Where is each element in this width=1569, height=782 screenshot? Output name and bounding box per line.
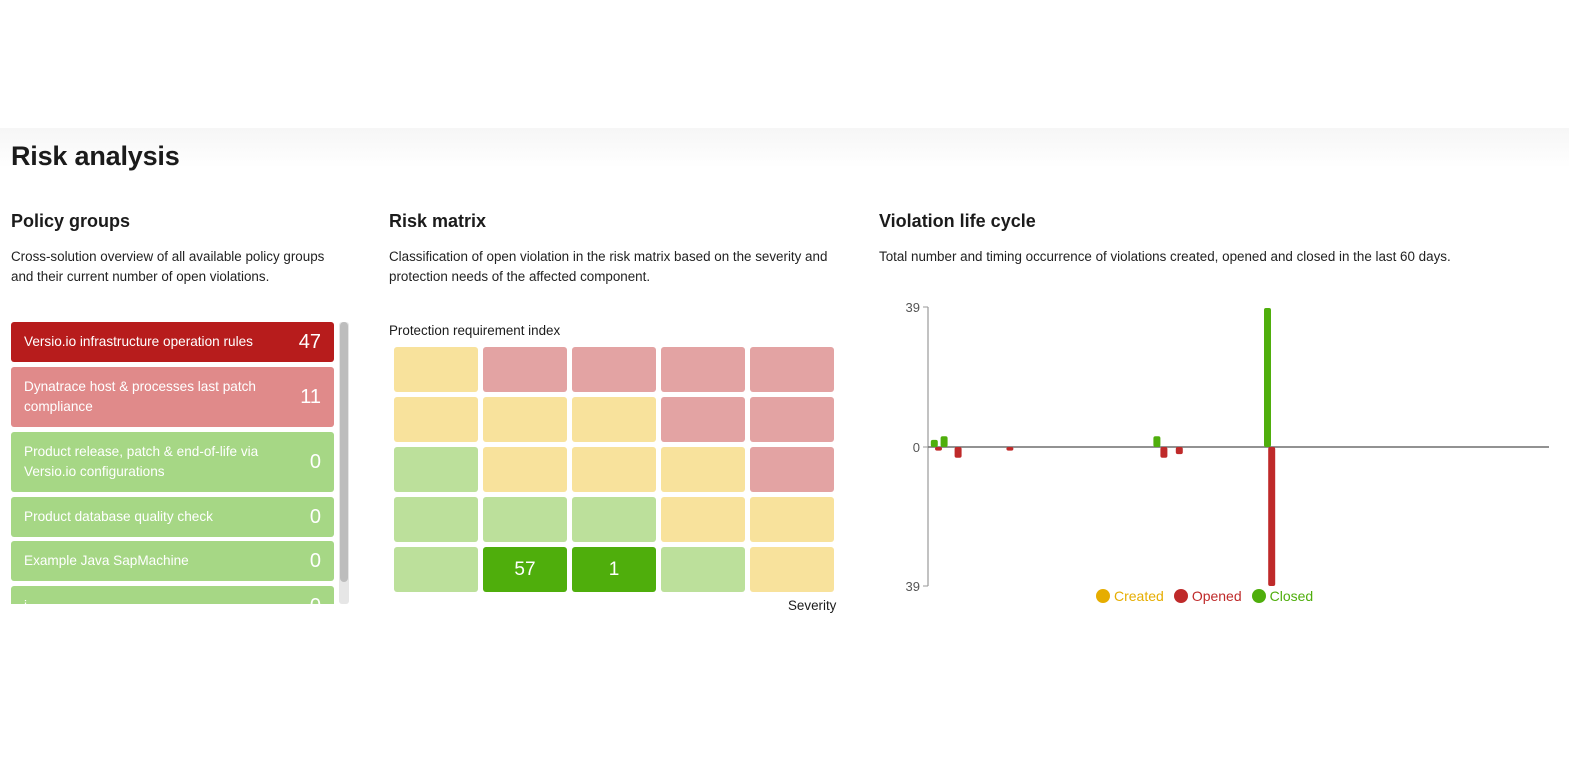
matrix-x-axis-label: Severity	[788, 598, 837, 613]
policy-group-label: Product release, patch & end-of-life via…	[24, 444, 259, 479]
risk-matrix-cell-count: 1	[608, 558, 620, 580]
policy-group-count: 0	[310, 596, 321, 604]
policy-group-item[interactable]: i... 0	[11, 586, 334, 604]
policy-group-item[interactable]: Product database quality check 0	[11, 497, 334, 537]
legend-item-opened[interactable]: Opened	[1173, 588, 1242, 604]
risk-matrix-cell	[394, 397, 478, 442]
risk-matrix-cell	[394, 447, 478, 492]
policy-group-item[interactable]: Versio.io infrastructure operation rules…	[11, 322, 334, 362]
risk-matrix-cell[interactable]: 57	[483, 547, 567, 592]
risk-matrix-cell	[394, 547, 478, 592]
matrix-y-axis-label: Protection requirement index	[389, 323, 561, 338]
policy-groups-title: Policy groups	[11, 211, 131, 231]
risk-matrix-cell	[661, 447, 745, 492]
policy-groups-description: Cross-solution overview of all available…	[11, 249, 325, 284]
policy-group-count: 0	[309, 550, 321, 572]
policy-list-scrollbar[interactable]	[339, 322, 349, 604]
risk-matrix-cell	[483, 397, 567, 442]
risk-matrix-cell	[483, 347, 567, 392]
policy-group-item[interactable]: Dynatrace host & processes last patch co…	[11, 367, 334, 427]
risk-matrix-cell	[661, 347, 745, 392]
risk-matrix-cell	[572, 497, 656, 542]
risk-matrix-cell	[394, 347, 478, 392]
risk-matrix-cell	[572, 397, 656, 442]
policy-group-item[interactable]: Example Java SapMachine 0	[11, 541, 334, 581]
risk-matrix-cell	[572, 447, 656, 492]
scrollbar-thumb[interactable]	[340, 322, 348, 582]
page-title: Risk analysis	[11, 141, 180, 171]
header-blank-area	[0, 0, 1569, 128]
policy-group-list: Versio.io infrastructure operation rules…	[11, 322, 334, 604]
risk-matrix-cell	[394, 497, 478, 542]
violation-lifecycle-description: Total number and timing occurrence of vi…	[879, 249, 1451, 264]
violation-lifecycle-title: Violation life cycle	[879, 211, 1036, 231]
risk-matrix-cell	[750, 347, 834, 392]
legend-dot-icon	[1251, 589, 1266, 603]
risk-matrix-cell	[750, 397, 834, 442]
policy-group-label: Dynatrace host & processes last patch co…	[24, 379, 256, 414]
chart-legend: Created Opened Closed	[1096, 588, 1313, 604]
risk-matrix-cell	[483, 497, 567, 542]
risk-matrix-cell	[661, 497, 745, 542]
legend-item-created[interactable]: Created	[1096, 588, 1164, 604]
risk-matrix-description: Classification of open violation in the …	[389, 249, 828, 284]
risk-matrix-cell	[750, 547, 834, 592]
policy-group-label: Product database quality check	[24, 509, 213, 524]
policy-group-label: Versio.io infrastructure operation rules	[24, 334, 253, 349]
risk-matrix-cell	[661, 547, 745, 592]
legend-label: Created	[1114, 588, 1164, 604]
risk-matrix-cell	[750, 447, 834, 492]
policy-group-item[interactable]: Product release, patch & end-of-life via…	[11, 432, 334, 492]
policy-group-count: 11	[300, 386, 321, 408]
policy-group-count: 0	[309, 451, 321, 473]
risk-matrix-cell	[483, 447, 567, 492]
legend-item-closed[interactable]: Closed	[1251, 588, 1314, 604]
policy-group-label: i...	[24, 596, 269, 604]
policy-group-count: 0	[309, 506, 321, 528]
policy-group-label: Example Java SapMachine	[24, 553, 189, 568]
risk-matrix-cell	[572, 347, 656, 392]
legend-label: Opened	[1191, 588, 1242, 604]
risk-matrix-cell-count: 57	[514, 558, 536, 580]
risk-matrix-cell	[750, 497, 834, 542]
risk-matrix-cell[interactable]: 1	[572, 547, 656, 592]
legend-dot-icon	[1096, 589, 1110, 603]
policy-group-count: 47	[298, 331, 321, 353]
legend-dot-icon	[1173, 589, 1188, 603]
risk-matrix-title: Risk matrix	[389, 211, 487, 231]
legend-label: Closed	[1269, 588, 1314, 604]
risk-matrix-cell	[661, 397, 745, 442]
